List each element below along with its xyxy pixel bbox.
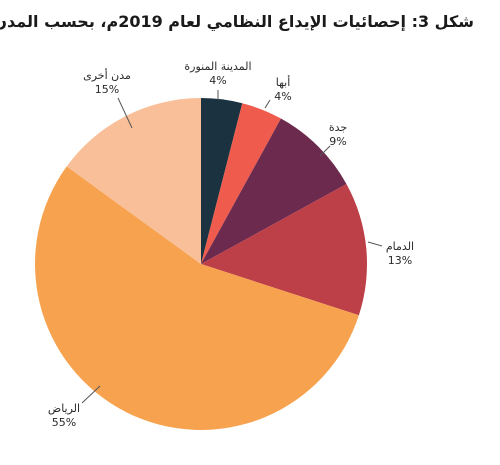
slice-value-5: 55% bbox=[52, 416, 76, 429]
slice-label-1: المدينة المنورة bbox=[184, 60, 251, 73]
pie-slices bbox=[35, 98, 368, 430]
leader-line-6 bbox=[117, 97, 133, 129]
chart-title-prefix: شكل 3: bbox=[411, 12, 474, 31]
leader-line-4 bbox=[367, 241, 383, 247]
leader-line-5 bbox=[81, 385, 101, 404]
leader-line-2 bbox=[264, 99, 271, 109]
slice-value-6: 15% bbox=[95, 83, 119, 96]
pie-slice-1 bbox=[201, 98, 243, 264]
slice-value-1: 4% bbox=[209, 74, 226, 87]
slice-label-2: أبها bbox=[276, 75, 291, 89]
slice-value-4: 13% bbox=[388, 254, 412, 267]
slice-label-6: مدن أخرى bbox=[83, 68, 131, 82]
pie-slice-4 bbox=[201, 184, 368, 316]
slice-label-4: الدمام bbox=[386, 240, 414, 253]
pie-slice-3 bbox=[201, 118, 347, 264]
pie-slice-6 bbox=[66, 98, 201, 264]
slice-value-2: 4% bbox=[274, 90, 291, 103]
slice-label-3: جدة bbox=[329, 121, 347, 134]
slice-label-5: الرياض bbox=[48, 402, 80, 415]
leader-line-3 bbox=[319, 145, 331, 157]
pie-slice-2 bbox=[201, 103, 281, 264]
pie-slice-5 bbox=[35, 166, 359, 430]
slice-value-3: 9% bbox=[329, 135, 346, 148]
chart-title: شكل 3: إحصائيات الإيداع النظامي لعام 201… bbox=[0, 12, 474, 31]
chart-title-text: إحصائيات الإيداع النظامي لعام 2019م، بحس… bbox=[0, 12, 406, 31]
